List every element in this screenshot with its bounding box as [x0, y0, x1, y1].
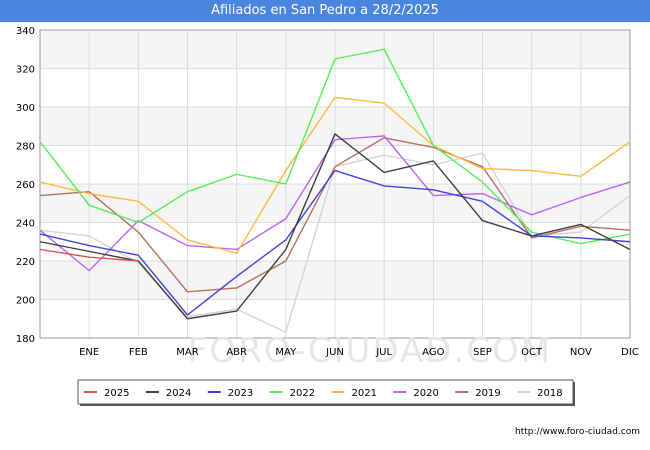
y-tick-label: 180	[16, 334, 35, 345]
legend-label-2023: 2023	[228, 388, 253, 399]
y-tick-label: 280	[16, 142, 35, 153]
y-tick-label: 320	[16, 65, 35, 76]
x-axis-ticks: ENE FEB MAR ABR MAY JUN JUL AGO SEP OCT NOV DIC	[79, 347, 639, 358]
x-tick-label: ENE	[79, 347, 99, 358]
watermark: FORO-CIUDAD.COM	[188, 331, 552, 371]
x-tick-label: JUL	[375, 347, 392, 358]
legend-label-2018: 2018	[537, 388, 562, 399]
x-tick-label: JUN	[325, 347, 344, 358]
x-tick-label: NOV	[570, 347, 592, 358]
x-tick-label: MAY	[275, 347, 297, 358]
y-tick-label: 300	[16, 103, 35, 114]
legend-label-2020: 2020	[413, 388, 438, 399]
y-axis-ticks: 180 200 220 240 260 280 300 320 340	[16, 26, 35, 345]
plot-border	[39, 29, 631, 339]
y-tick-label: 200	[16, 296, 35, 307]
legend-label-2022: 2022	[290, 388, 315, 399]
x-tick-label: OCT	[521, 347, 543, 358]
x-tick-label: FEB	[129, 347, 148, 358]
legend: 2025 2024 2023 2022 2021 2020 2019 2018	[77, 379, 575, 406]
y-tick-label: 340	[16, 26, 35, 37]
source-url: http://www.foro-ciudad.com	[515, 427, 640, 437]
series-line-2025	[39, 248, 139, 262]
series-line-2019	[39, 137, 631, 293]
y-tick-label: 240	[16, 219, 35, 230]
x-tick-label: MAR	[176, 347, 198, 358]
x-tick-label: DIC	[621, 347, 639, 358]
x-tick-label: ABR	[226, 347, 247, 358]
legend-box	[77, 379, 574, 405]
series-line-2020	[39, 135, 631, 272]
legend-label-2019: 2019	[475, 388, 500, 399]
series-line-2022	[39, 48, 631, 245]
y-tick-label: 220	[16, 257, 35, 268]
x-tick-label: SEP	[473, 347, 492, 358]
legend-label-2021: 2021	[352, 388, 377, 399]
series-lines	[39, 48, 631, 333]
legend-label-2025: 2025	[104, 388, 129, 399]
grid-lines	[39, 29, 631, 339]
legend-label-2024: 2024	[166, 388, 191, 399]
series-line-2021	[39, 96, 631, 255]
chart-title: Afiliados en San Pedro a 28/2/2025	[0, 0, 650, 22]
x-tick-label: AGO	[422, 347, 444, 358]
y-tick-label: 260	[16, 180, 35, 191]
